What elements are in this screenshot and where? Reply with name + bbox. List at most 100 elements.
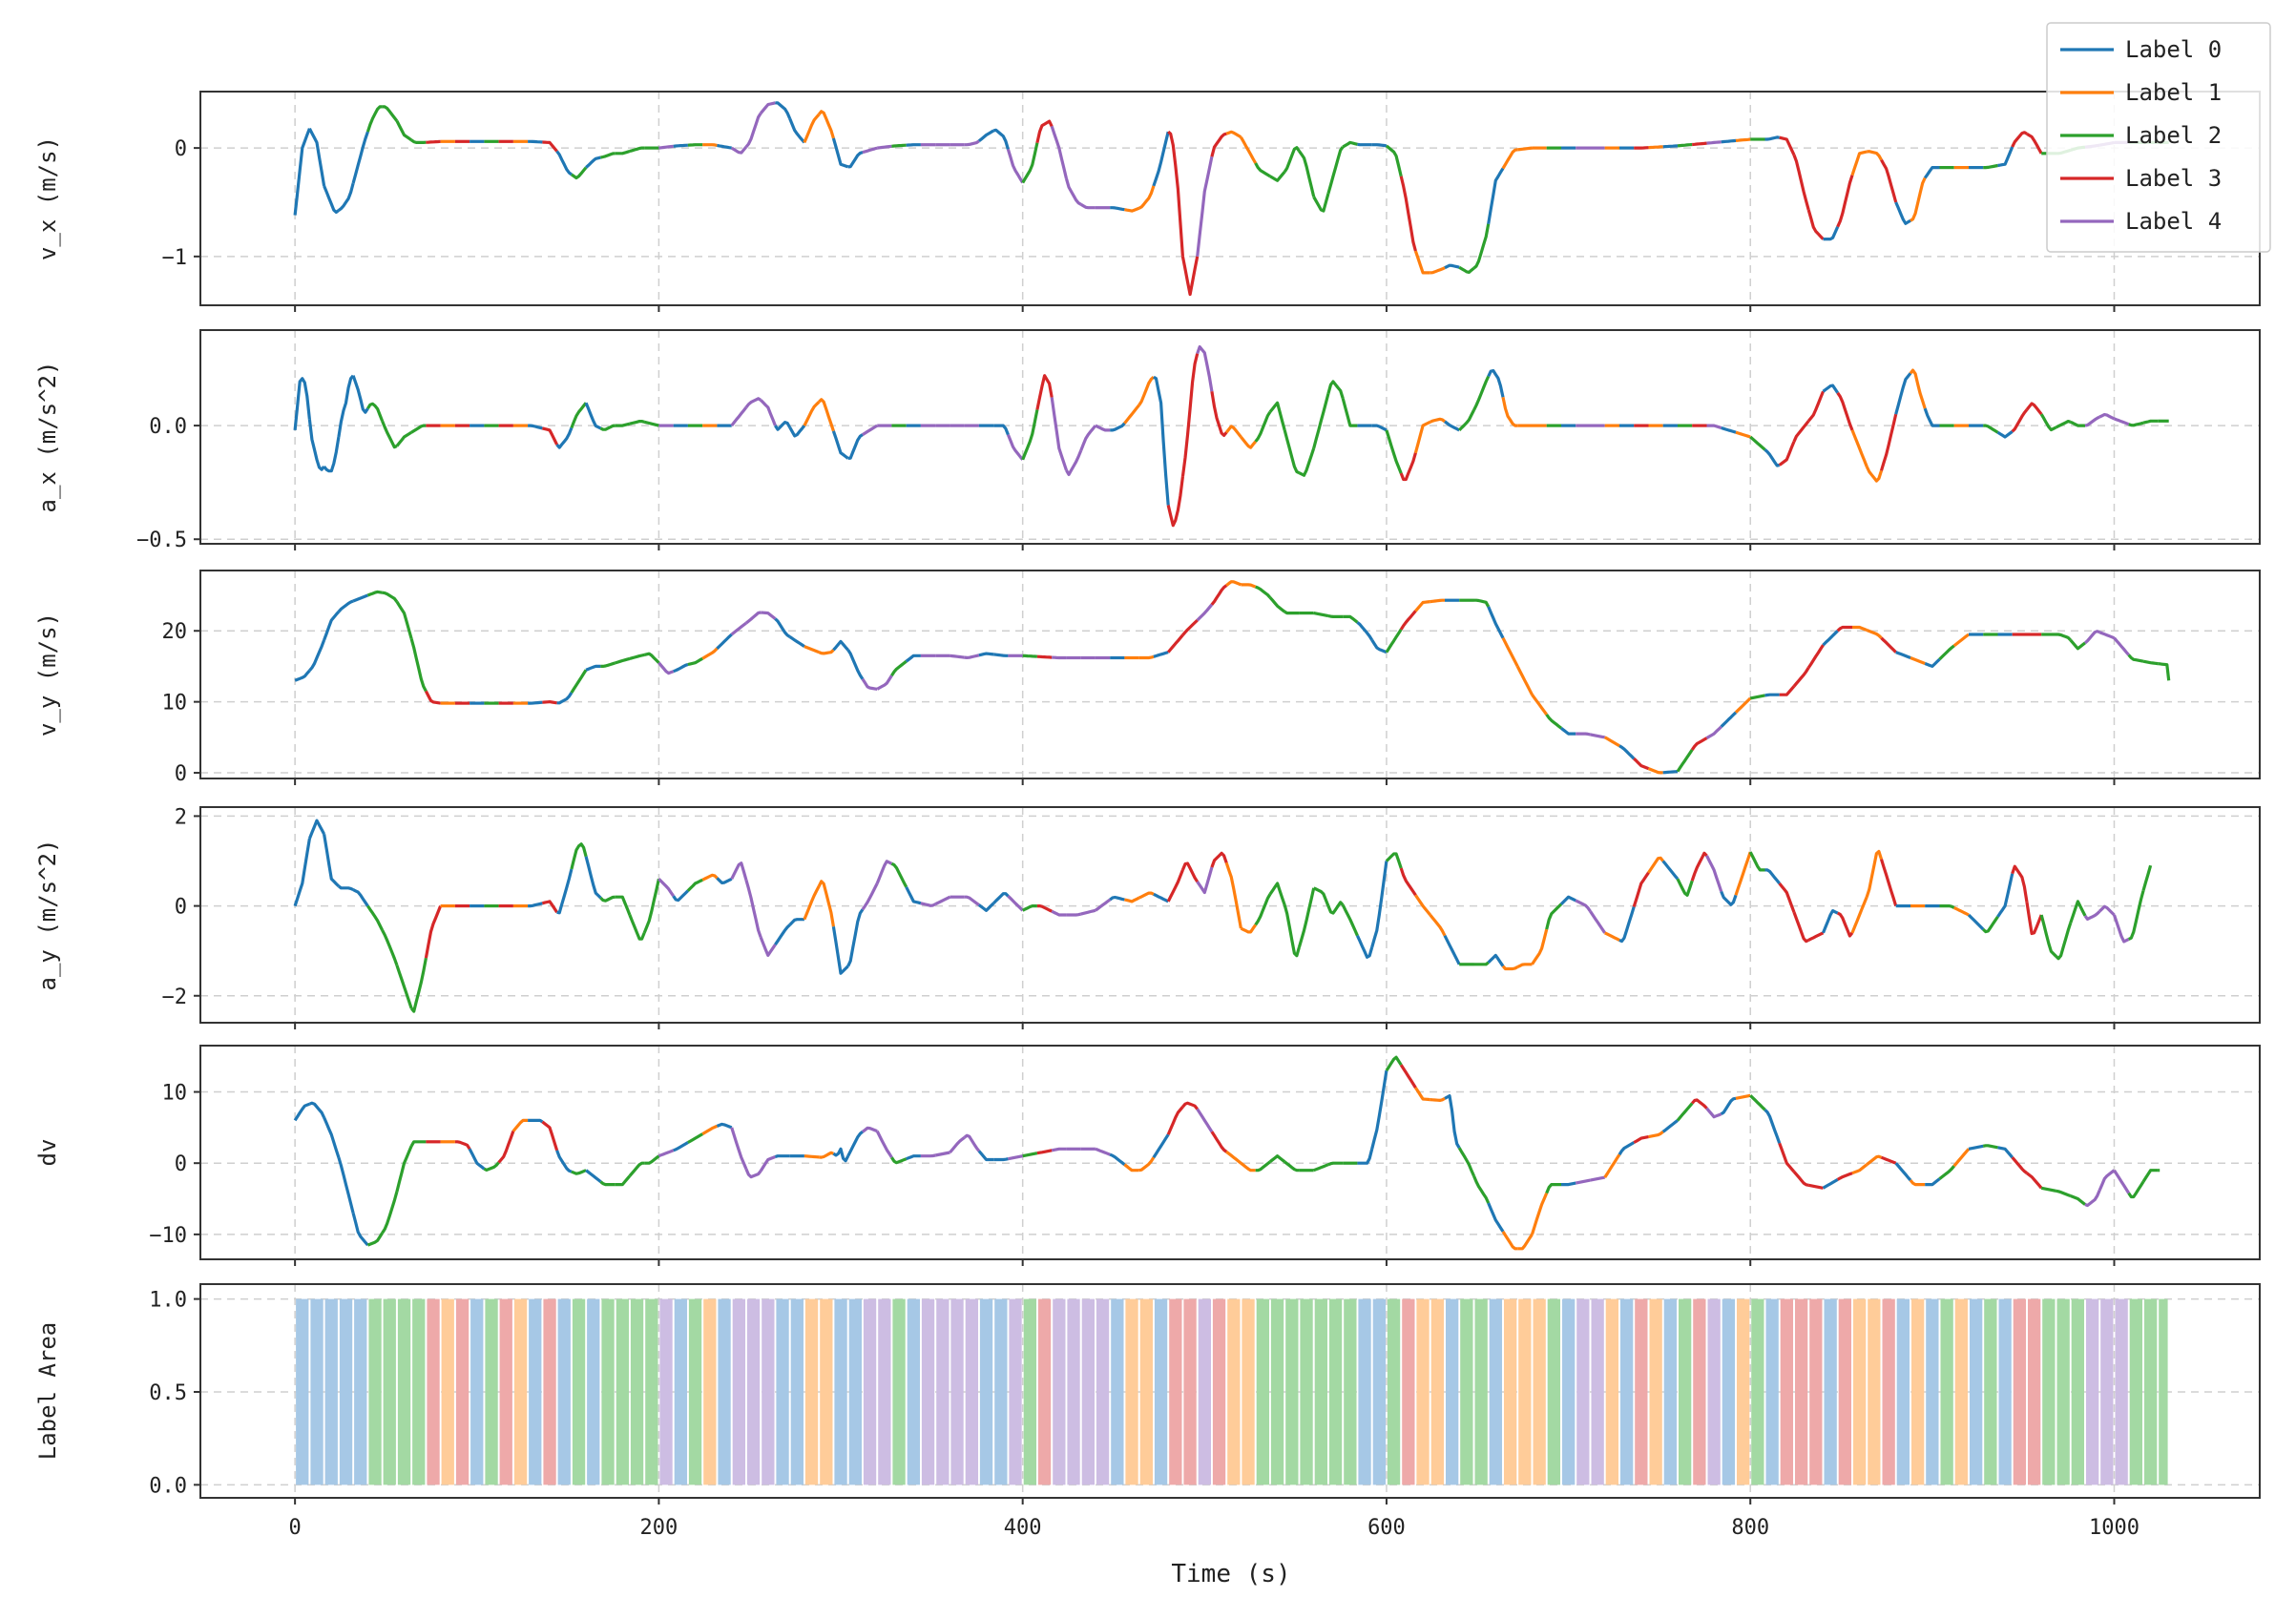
series-segment-label-4 — [1007, 895, 1024, 912]
series-segment-label-1 — [1430, 417, 1446, 424]
series-segment-label-2 — [599, 895, 616, 903]
series-segment-label-2 — [1385, 429, 1403, 474]
axes-frame — [199, 806, 2261, 1024]
series-segment-label-3 — [1181, 618, 1199, 636]
series-segment-label-0 — [992, 128, 1010, 150]
legend-entry-1[interactable]: Label 1 — [2125, 79, 2222, 106]
series-segment-label-3 — [1778, 882, 1796, 913]
series-segment-label-2 — [2142, 419, 2159, 425]
series-segment-label-3 — [1836, 1172, 1853, 1181]
label-area-bar-2 — [645, 1298, 658, 1485]
series-segment-label-0 — [905, 654, 921, 663]
series-segment-label-1 — [1501, 965, 1518, 971]
y-tick-label: 20 — [162, 620, 188, 644]
series-segment-label-2 — [395, 965, 413, 1009]
series-segment-label-2 — [1749, 435, 1766, 451]
series-segment-label-0 — [528, 139, 543, 144]
series-segment-label-1 — [1225, 130, 1242, 139]
series-segment-label-0 — [307, 819, 326, 840]
series-segment-label-4 — [2113, 417, 2130, 426]
legend-entry-2[interactable]: Label 2 — [2125, 122, 2222, 149]
series-segment-label-0 — [1371, 424, 1388, 432]
series-segment-label-4 — [2083, 910, 2101, 922]
series-segment-label-0 — [351, 375, 369, 414]
label-area-bar-3 — [499, 1298, 512, 1485]
series-segment-label-2 — [1458, 409, 1475, 432]
x-tick-label: 800 — [1731, 1516, 1769, 1540]
series-segment-label-0 — [831, 925, 849, 975]
series-segment-label-0 — [673, 662, 689, 674]
series-segment-label-2 — [1268, 1154, 1286, 1163]
label-area-bar-0 — [587, 1298, 600, 1485]
series-segment-label-0 — [351, 1213, 369, 1247]
series-segment-label-1 — [1866, 1154, 1883, 1166]
label-area-bar-0 — [1998, 1298, 2012, 1485]
series-segment-label-0 — [351, 131, 369, 184]
series-segment-label-3 — [497, 1131, 515, 1164]
series-segment-label-2 — [2069, 638, 2086, 651]
series-segment-label-0 — [323, 185, 340, 214]
series-segment-label-4 — [1064, 177, 1082, 206]
series-segment-label-3 — [1399, 176, 1417, 252]
label-area-bar-2 — [1314, 1298, 1327, 1485]
series-segment-label-0 — [775, 101, 792, 120]
series-segment-label-2 — [1312, 393, 1330, 449]
series-segment-label-2 — [600, 152, 616, 159]
series-segment-label-3 — [1806, 390, 1825, 423]
series-segment-label-0 — [672, 889, 690, 903]
series-segment-label-0 — [977, 1150, 994, 1162]
series-segment-label-4 — [964, 654, 980, 660]
series-segment-label-0 — [337, 182, 355, 212]
label-area-bar-1 — [1242, 1298, 1255, 1485]
series-segment-label-4 — [1008, 1154, 1024, 1161]
series-segment-label-1 — [1413, 250, 1430, 275]
series-segment-label-0 — [1923, 166, 1940, 179]
series-segment-label-2 — [395, 119, 413, 142]
series-segment-label-3 — [1792, 420, 1810, 443]
series-segment-label-4 — [1705, 855, 1723, 893]
series-segment-label-0 — [1661, 860, 1680, 881]
series-segment-label-2 — [1021, 142, 1039, 184]
series-segment-label-2 — [410, 424, 427, 434]
series-segment-label-4 — [657, 661, 675, 675]
series-segment-label-2 — [1283, 429, 1301, 475]
label-area-bar-2 — [1344, 1298, 1357, 1485]
series-segment-label-4 — [1589, 910, 1607, 934]
legend-box — [2046, 22, 2271, 253]
series-segment-label-3 — [2025, 902, 2043, 936]
label-area-bar-4 — [1009, 1298, 1022, 1485]
series-segment-label-2 — [629, 420, 645, 425]
series-segment-label-3 — [1633, 757, 1650, 771]
series-segment-label-0 — [293, 1102, 310, 1122]
label-area-bar-0 — [907, 1298, 920, 1485]
series-segment-label-2 — [1473, 598, 1491, 608]
series-segment-label-0 — [716, 877, 733, 885]
legend-entry-3[interactable]: Label 3 — [2125, 165, 2222, 192]
y-tick-label: 1.0 — [149, 1289, 187, 1313]
series-segment-label-4 — [2113, 1169, 2131, 1194]
label-area-bar-0 — [1896, 1298, 1910, 1485]
label-area-bar-1 — [820, 1298, 833, 1485]
series-segment-label-1 — [1734, 696, 1752, 714]
legend-entry-4[interactable]: Label 4 — [2125, 208, 2222, 235]
label-area-bar-1 — [804, 1298, 819, 1485]
series-segment-label-3 — [2026, 1172, 2043, 1190]
label-area-bar-1 — [1416, 1298, 1430, 1485]
series-segment-label-4 — [760, 399, 777, 426]
series-segment-label-0 — [337, 884, 354, 892]
series-segment-label-0 — [323, 1116, 341, 1158]
series-segment-label-0 — [1355, 935, 1374, 959]
series-segment-label-2 — [1313, 1163, 1329, 1173]
legend[interactable]: Label 0 Label 1 Label 2 Label 3 Label 4 — [2046, 22, 2271, 253]
y-axis-label: a_x (m/s^2) — [34, 362, 61, 513]
series-segment-label-1 — [1530, 1192, 1549, 1235]
series-segment-label-0 — [832, 1147, 850, 1163]
legend-entry-0[interactable]: Label 0 — [2125, 36, 2222, 63]
axes-frame — [199, 570, 2261, 779]
series-segment-label-3 — [2025, 402, 2043, 416]
label-area-bar-1 — [1605, 1298, 1618, 1485]
series-segment-label-0 — [1764, 868, 1781, 885]
series-segment-label-0 — [1443, 934, 1461, 965]
series-segment-label-0 — [1721, 138, 1737, 144]
series-segment-label-3 — [1036, 1149, 1053, 1155]
